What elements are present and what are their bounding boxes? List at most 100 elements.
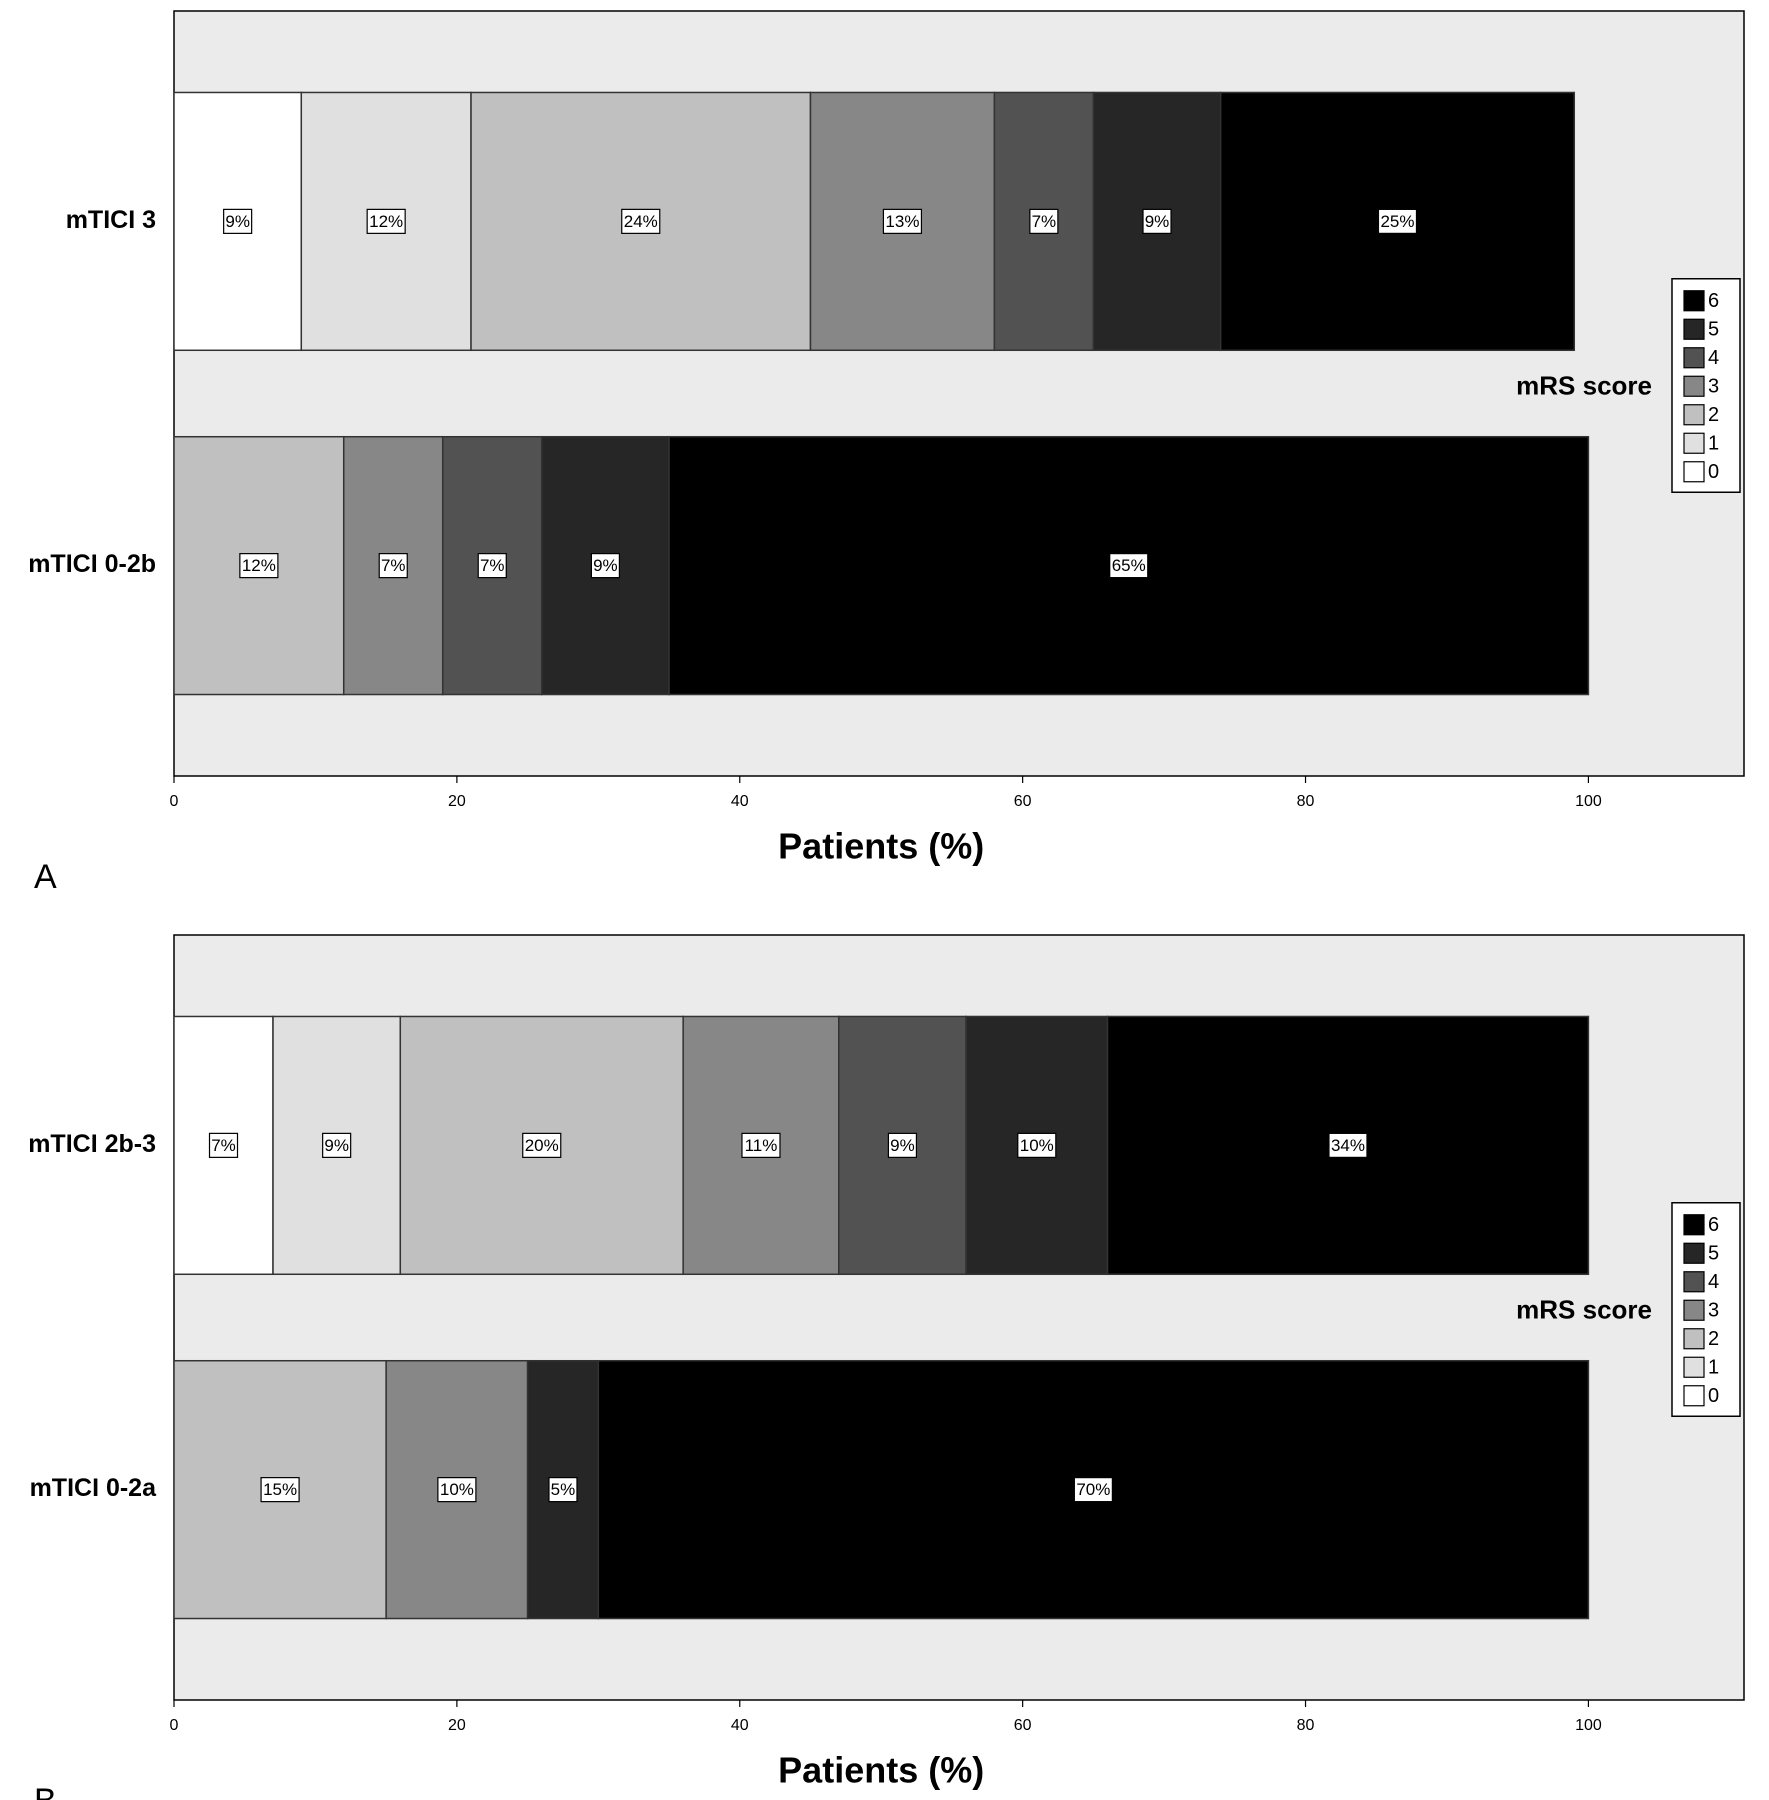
x-tick-label: 60 xyxy=(1014,1717,1032,1734)
legend-title: mRS score xyxy=(1516,1294,1652,1324)
legend-swatch xyxy=(1683,318,1705,340)
value-label: 12% xyxy=(242,556,276,575)
value-label-box xyxy=(378,553,408,579)
panel-label: B xyxy=(34,1782,57,1800)
value-label-box xyxy=(223,208,253,234)
bar-segment xyxy=(272,1015,402,1276)
x-tick-label: 80 xyxy=(1297,1717,1315,1734)
x-tick-label: 0 xyxy=(170,1717,179,1734)
x-tick-label: 40 xyxy=(731,1717,749,1734)
panel-label: A xyxy=(34,858,57,896)
legend-label: 0 xyxy=(1708,461,1719,483)
value-label: 34% xyxy=(1331,1136,1365,1155)
value-label-box xyxy=(1377,208,1418,234)
x-tick-label: 80 xyxy=(1297,793,1315,810)
legend-label: 5 xyxy=(1708,1243,1719,1265)
value-label-box xyxy=(260,1477,300,1503)
value-label: 24% xyxy=(624,212,658,231)
legend-swatch xyxy=(1683,461,1705,483)
legend-swatch xyxy=(1683,432,1705,454)
legend-swatch xyxy=(1683,1328,1705,1350)
value-label: 15% xyxy=(263,1480,297,1499)
legend-label: 3 xyxy=(1708,376,1719,398)
x-axis-label: Patients (%) xyxy=(778,826,984,867)
legend-label: 4 xyxy=(1708,347,1719,369)
legend-swatch xyxy=(1683,290,1705,312)
value-label-box xyxy=(477,553,507,579)
value-label-box xyxy=(590,553,620,579)
value-label-box xyxy=(548,1477,578,1503)
value-label-box xyxy=(322,1132,352,1158)
legend-swatch xyxy=(1683,1214,1705,1236)
value-label-box xyxy=(366,208,406,234)
legend-label: 6 xyxy=(1708,1214,1719,1236)
category-label: mTICI 0-2b xyxy=(28,550,156,578)
value-label: 20% xyxy=(525,1136,559,1155)
legend-label: 3 xyxy=(1708,1300,1719,1322)
value-label: 70% xyxy=(1076,1480,1110,1499)
category-label: mTICI 2b-3 xyxy=(28,1130,156,1158)
value-label: 9% xyxy=(324,1136,349,1155)
x-tick-label: 20 xyxy=(448,793,466,810)
value-label: 10% xyxy=(1020,1136,1054,1155)
value-label: 12% xyxy=(369,212,403,231)
value-label-box xyxy=(1142,208,1172,234)
x-tick-label: 100 xyxy=(1575,1717,1602,1734)
category-label: mTICI 0-2a xyxy=(30,1474,158,1502)
legend-title: mRS score xyxy=(1516,370,1652,400)
value-label: 7% xyxy=(480,556,505,575)
legend-swatch xyxy=(1683,404,1705,426)
value-label: 13% xyxy=(885,212,919,231)
x-axis-label: Patients (%) xyxy=(778,1750,984,1791)
value-label-box xyxy=(741,1132,781,1158)
value-label: 25% xyxy=(1380,212,1414,231)
value-label: 11% xyxy=(745,1136,778,1155)
legend-label: 4 xyxy=(1708,1271,1719,1293)
value-label-box xyxy=(437,1477,477,1503)
value-label-box xyxy=(1073,1477,1113,1503)
value-label-box xyxy=(1029,208,1059,234)
value-label: 10% xyxy=(440,1480,474,1499)
value-label: 7% xyxy=(211,1136,236,1155)
value-label: 9% xyxy=(593,556,618,575)
category-label: mTICI 3 xyxy=(66,206,156,234)
value-label-box xyxy=(621,208,661,234)
value-label: 65% xyxy=(1112,556,1146,575)
x-tick-label: 40 xyxy=(731,793,749,810)
legend-box xyxy=(1671,278,1741,493)
legend-swatch xyxy=(1683,347,1705,369)
value-label: 5% xyxy=(551,1480,576,1499)
x-tick-label: 20 xyxy=(448,1717,466,1734)
legend-swatch xyxy=(1683,1385,1705,1407)
legend-swatch xyxy=(1683,1356,1705,1378)
value-label-box xyxy=(239,553,279,579)
value-label-box xyxy=(208,1132,239,1158)
x-tick-label: 0 xyxy=(170,793,179,810)
legend-label: 2 xyxy=(1708,404,1719,426)
value-label-box xyxy=(887,1132,918,1158)
value-label-box xyxy=(1017,1132,1057,1158)
bar-segment xyxy=(1219,91,1576,352)
value-label-box xyxy=(522,1132,562,1158)
value-label-box xyxy=(1328,1132,1368,1158)
legend-label: 5 xyxy=(1708,319,1719,341)
legend-label: 0 xyxy=(1708,1385,1719,1407)
x-tick-label: 60 xyxy=(1014,793,1032,810)
legend-swatch xyxy=(1683,1299,1705,1321)
value-label-box xyxy=(1109,553,1149,579)
value-label: 7% xyxy=(1032,212,1057,231)
legend-swatch xyxy=(1683,1242,1705,1264)
value-label-box xyxy=(882,208,923,234)
value-label: 9% xyxy=(890,1136,915,1155)
legend-label: 6 xyxy=(1708,290,1719,312)
bar-segment xyxy=(540,435,670,696)
legend-swatch xyxy=(1683,375,1705,397)
value-label: 9% xyxy=(1145,212,1170,231)
legend-box xyxy=(1671,1202,1741,1417)
value-label: 7% xyxy=(381,556,406,575)
legend-label: 1 xyxy=(1708,433,1719,455)
x-tick-label: 100 xyxy=(1575,793,1602,810)
legend-swatch xyxy=(1683,1271,1705,1293)
value-label: 9% xyxy=(225,212,250,231)
